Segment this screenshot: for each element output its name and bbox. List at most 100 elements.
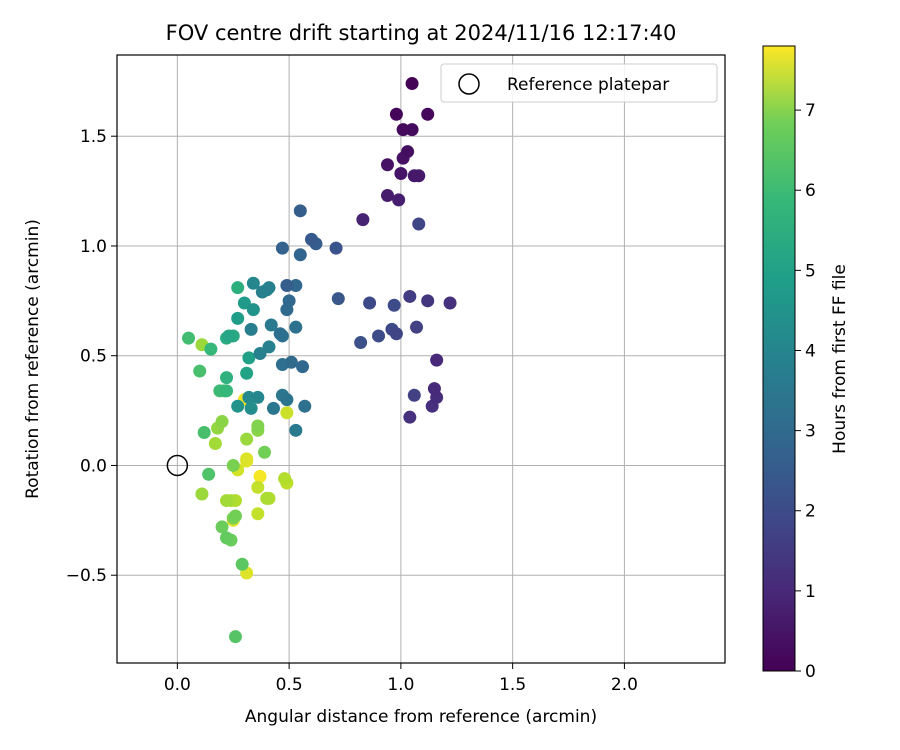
data-point (427, 382, 441, 396)
data-point (264, 318, 278, 332)
y-tick-label: 0.0 (80, 456, 107, 476)
data-point (258, 445, 272, 459)
data-point (392, 193, 406, 207)
plot-area-frame (116, 54, 726, 664)
x-tick-label: 0.5 (276, 675, 303, 695)
data-point (403, 289, 417, 303)
data-point (220, 371, 234, 385)
data-point (403, 410, 417, 424)
y-axis-label: Rotation from reference (arcmin) (23, 219, 43, 499)
data-point (197, 426, 211, 440)
data-point (251, 507, 265, 521)
chart-title: FOV centre drift starting at 2024/11/16 … (166, 21, 677, 45)
data-point (228, 509, 242, 523)
data-point (410, 320, 424, 334)
data-point (412, 217, 426, 231)
data-point (202, 467, 216, 481)
colorbar-label: Hours from first FF file (830, 264, 850, 454)
data-point (237, 296, 251, 310)
y-tick-label: 0.5 (80, 347, 107, 367)
data-point (260, 491, 274, 505)
data-point (331, 292, 345, 306)
data-point (372, 329, 386, 343)
data-point (262, 281, 276, 295)
data-point (220, 494, 234, 508)
data-point (222, 329, 236, 343)
data-point (215, 415, 229, 429)
data-point (231, 281, 245, 295)
colorbar-tick-label: 7 (805, 101, 816, 121)
data-point (193, 364, 207, 378)
data-point (284, 355, 298, 369)
data-point (253, 347, 267, 361)
y-tick-label: −0.5 (66, 566, 107, 586)
data-point (380, 158, 394, 172)
data-point (293, 248, 307, 262)
data-point (363, 296, 377, 310)
data-point (182, 331, 196, 345)
colorbar-tick-label: 0 (805, 662, 816, 682)
scatter-points (182, 77, 457, 644)
legend: Reference platepar (440, 63, 718, 103)
data-point (220, 531, 234, 545)
colorbar-tick-label: 1 (805, 582, 816, 602)
data-point (262, 340, 276, 354)
data-point (380, 188, 394, 202)
data-point (421, 294, 435, 308)
colorbar-tick-label: 5 (805, 261, 816, 281)
colorbar-tick-label: 2 (805, 502, 816, 522)
data-point (195, 487, 209, 501)
data-point (289, 320, 303, 334)
data-point (389, 107, 403, 121)
data-point (387, 298, 401, 312)
data-point (354, 336, 368, 350)
reference-marker-layer (166, 454, 189, 477)
data-point (421, 107, 435, 121)
data-point (280, 393, 294, 407)
data-point (244, 401, 258, 415)
x-tick-label: 1.0 (387, 675, 414, 695)
data-point (204, 342, 218, 356)
y-tick-label: 1.0 (80, 237, 107, 257)
data-point (443, 296, 457, 310)
y-tick-label: 1.5 (80, 127, 107, 147)
data-point (282, 294, 296, 308)
legend-entry-label: Reference platepar (507, 75, 669, 95)
legend-box (440, 63, 718, 103)
y-axis-ticks: −0.5 0.0 0.5 1.0 1.5 (66, 127, 117, 586)
data-point (356, 213, 370, 227)
x-tick-label: 1.5 (499, 675, 526, 695)
data-point (240, 452, 254, 466)
data-point (235, 557, 249, 571)
colorbar: 0 1 2 3 4 5 6 7 Hours from first FF file (762, 45, 850, 682)
data-point (401, 145, 415, 159)
data-point (280, 406, 294, 420)
data-point (215, 520, 229, 534)
data-point (240, 366, 254, 380)
data-point (244, 322, 258, 336)
data-point (298, 399, 312, 413)
data-point (226, 458, 240, 472)
colorbar-tick-label: 4 (805, 341, 816, 361)
data-point (430, 353, 444, 367)
x-axis-ticks: 0.0 0.5 1.0 1.5 2.0 (164, 663, 638, 695)
data-point (405, 77, 419, 91)
data-point (293, 204, 307, 218)
data-point (208, 437, 222, 451)
data-point (304, 232, 318, 246)
data-point (242, 390, 256, 404)
data-point (220, 384, 234, 398)
legend-reference-marker (458, 73, 480, 95)
data-point (396, 123, 410, 137)
reference-platepar-marker (166, 454, 189, 477)
x-tick-label: 0.0 (164, 675, 191, 695)
data-point (251, 390, 265, 404)
data-point (394, 167, 408, 181)
data-point (266, 401, 280, 415)
data-point (275, 241, 289, 255)
data-point (278, 472, 292, 486)
colorbar-ticks: 0 1 2 3 4 5 6 7 (795, 101, 816, 682)
data-point (231, 311, 245, 325)
data-point (289, 423, 303, 437)
grid (117, 55, 725, 663)
